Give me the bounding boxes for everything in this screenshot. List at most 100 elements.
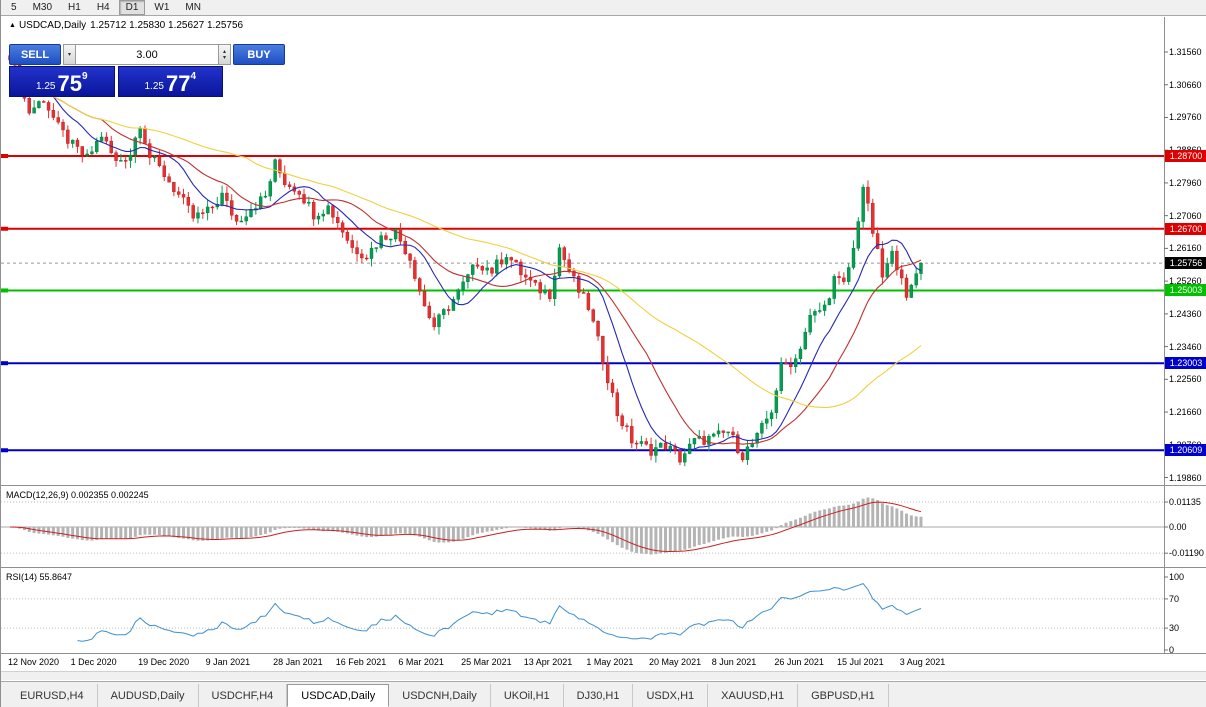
timeframe-button-m30[interactable]: M30 [32,2,53,13]
candle-body [176,191,181,195]
horizontal-scrollbar[interactable] [1,671,1206,680]
candle-body [196,212,200,219]
candle-body [659,442,663,448]
candle-body [827,298,832,306]
date-axis-label: 16 Feb 2021 [335,657,387,667]
candle-body [61,121,65,131]
chart-tab-eurusd-h4[interactable]: EURUSD,H4 [7,684,98,707]
level-line-handle[interactable] [1,226,8,231]
date-axis-label: 1 May 2021 [586,657,634,667]
candle-body [413,260,417,279]
candle-body [731,431,735,435]
timeframe-button-5[interactable]: 5 [11,2,17,13]
candle-body [596,321,600,337]
level-line-handle[interactable] [1,288,8,293]
candle-body [311,202,316,220]
chart-tab-ukoil-h1[interactable]: UKOil,H1 [491,684,564,707]
candle-body [355,247,359,255]
candle-body [331,205,335,218]
buy-button[interactable]: BUY [233,44,285,65]
stepper-up-icon[interactable]: ▴ [222,48,226,55]
stepper-down-icon[interactable]: ▾ [222,54,226,61]
candle-body [201,212,205,214]
timeframe-button-h4[interactable]: H4 [96,2,110,13]
date-axis-label: 25 Mar 2021 [461,657,512,667]
one-click-trading-panel: SELL ▾ ▴▾ BUY 1.25 75 9 1.25 77 4 [9,44,285,97]
price-axis-label: 1.21660 [1169,407,1202,418]
candle-body [745,446,750,461]
chart-tab-gbpusd-h1[interactable]: GBPUSD,H1 [798,684,889,707]
rsi-line [77,583,922,642]
candle-body [451,299,456,311]
candle-body [586,293,591,310]
candle-body [900,269,904,279]
candle-body [842,277,846,282]
price-axis-label: 1.26160 [1169,243,1202,254]
candle-body [403,240,407,255]
candle-body [418,278,422,292]
price-level-badge: 1.20609 [1165,444,1206,457]
timeframe-button-w1[interactable]: W1 [154,2,170,13]
candle-body [239,220,244,223]
volume-stepper[interactable]: ▴ ▾ [218,44,231,65]
candle-body [567,259,571,272]
candle-body [268,181,272,197]
candle-body [316,215,321,220]
candle-body [789,363,793,367]
chart-tab-dj30-h1[interactable]: DJ30,H1 [564,684,634,707]
timeframe-toolbar: 5 M30 H1 H4 D1 W1 MN [1,0,1206,16]
chart-tab-usdcad-daily[interactable]: USDCAD,Daily [287,684,390,707]
chart-symbol-icon: ▲ [9,22,16,29]
candle-body [393,228,398,240]
level-line-handle[interactable] [1,154,8,159]
level-line-handle[interactable] [1,361,8,366]
chart-tab-usdcnh-daily[interactable]: USDCNH,Daily [389,684,491,707]
sell-button[interactable]: SELL [9,44,61,65]
candle-body [278,159,282,174]
candle-body [340,222,345,233]
timeframe-button-mn[interactable]: MN [185,2,201,13]
chart-tab-audusd-daily[interactable]: AUDUSD,Daily [98,684,199,707]
price-axis-label: 1.24360 [1169,308,1202,319]
candle-body [326,205,330,215]
candle-body [374,247,379,249]
candle-body [726,431,730,434]
candle-body [634,442,639,445]
price-axis-label: 1.22560 [1169,374,1202,385]
candle-body [263,195,268,198]
candle-body [350,240,354,248]
candle-body [793,358,798,367]
candle-body [432,317,436,328]
candle-body [66,129,70,144]
candle-body [104,136,109,142]
macd-indicator-label: MACD(12,26,9) 0.002355 0.002245 [6,490,149,500]
volume-dropdown-icon[interactable]: ▾ [63,44,76,65]
candle-body [644,441,648,445]
candle-body [851,248,856,268]
date-axis-label: 1 Dec 2020 [70,657,117,667]
rsi-axis-label: 30 [1169,623,1180,634]
candle-body [721,430,726,433]
chart-tab-usdchf-h4[interactable]: USDCHF,H4 [199,684,288,707]
timeframe-button-h1[interactable]: H1 [68,2,81,13]
candle-body [85,153,89,156]
volume-input[interactable] [76,44,218,65]
candle-body [639,441,644,444]
rsi-axis-label: 70 [1169,593,1180,604]
timeframe-button-d1[interactable]: D1 [118,0,146,15]
date-axis-label: 28 Jan 2021 [273,657,323,667]
chart-tab-xauusd-h1[interactable]: XAUUSD,H1 [708,684,799,707]
candle-body [548,289,552,299]
sell-price-display[interactable]: 1.25 75 9 [9,66,115,97]
trade-prices-row: 1.25 75 9 1.25 77 4 [9,66,223,97]
buy-price-display[interactable]: 1.25 77 4 [117,66,223,97]
candle-body [581,292,586,294]
chart-tab-usdx-h1[interactable]: USDX,H1 [633,684,709,707]
candle-body [818,310,822,312]
level-line-handle[interactable] [1,448,8,453]
candle-body [890,250,894,264]
candle-body [437,314,441,328]
candle-body [625,425,629,428]
chart-symbol-label: USDCAD,Daily [18,20,87,31]
